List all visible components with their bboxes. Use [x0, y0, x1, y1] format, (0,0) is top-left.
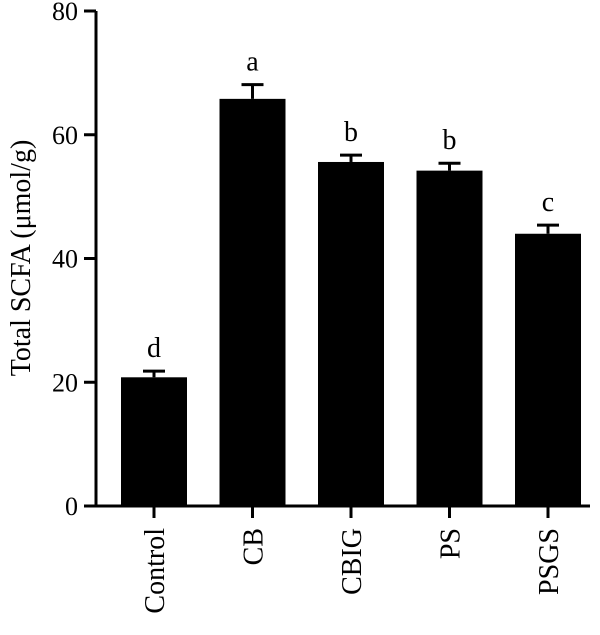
- y-tick-label: 20: [52, 368, 78, 397]
- bar-control: [121, 377, 187, 506]
- y-tick-label: 80: [52, 0, 78, 26]
- significance-letter: c: [542, 187, 554, 218]
- bar-cb: [219, 98, 286, 507]
- y-tick-label: 0: [65, 492, 78, 521]
- category-label: CB: [239, 528, 270, 565]
- plot-area: 0 20 40 60 80 d Control a CB b CBIG b PS c PSGS: [52, 0, 590, 614]
- bar-cbig: [318, 161, 384, 506]
- significance-letter: a: [246, 47, 259, 78]
- significance-letter: b: [344, 117, 358, 148]
- y-axis-title: Total SCFA (μmol/g): [6, 140, 37, 377]
- category-label: PS: [436, 528, 467, 559]
- category-label: Control: [140, 528, 171, 614]
- significance-letter: d: [147, 333, 161, 364]
- bar-psgs: [515, 233, 581, 506]
- category-label: CBIG: [337, 528, 368, 595]
- y-tick-label: 60: [52, 121, 78, 150]
- bar-ps: [416, 170, 483, 506]
- category-label: PSGS: [534, 528, 565, 595]
- y-tick-label: 40: [52, 245, 78, 274]
- significance-letter: b: [443, 125, 457, 156]
